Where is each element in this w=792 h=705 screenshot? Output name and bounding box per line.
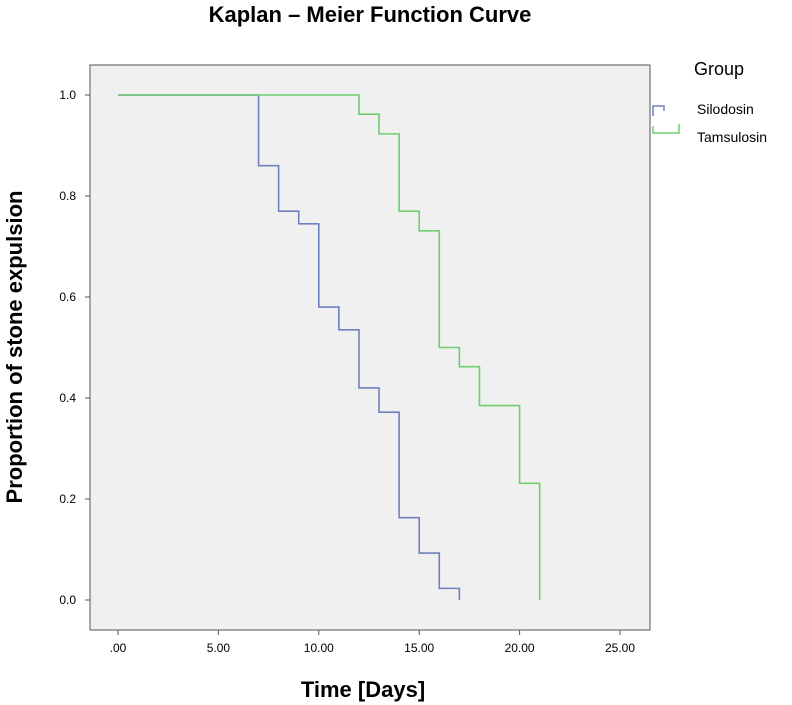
x-axis-title: Time [Days] (301, 677, 425, 702)
series-layer (118, 94, 541, 600)
y-tick-label: 0.4 (59, 391, 76, 405)
legend-swatch-tamsulosin (652, 124, 680, 134)
y-axis: 0.0 0.2 0.4 0.6 0.8 1.0 (59, 88, 90, 607)
series-line-silodosin (118, 94, 461, 600)
legend-title: Group (694, 59, 744, 79)
y-tick-label: 1.0 (59, 88, 76, 102)
legend: Group Silodosin Tamsulosin (652, 59, 767, 145)
series-line-tamsulosin (118, 94, 541, 600)
legend-swatch-silodosin (652, 105, 665, 116)
y-tick-label: 0.8 (59, 189, 76, 203)
legend-item-tamsulosin: Tamsulosin (652, 124, 767, 145)
y-axis-title: Proportion of stone expulsion (2, 191, 27, 504)
legend-item-silodosin: Silodosin (652, 101, 754, 117)
x-tick-label: 20.00 (505, 641, 535, 655)
x-tick-label: 15.00 (404, 641, 434, 655)
y-tick-label: 0.6 (59, 290, 76, 304)
chart-title: Kaplan – Meier Function Curve (209, 2, 532, 27)
x-tick-label: 25.00 (605, 641, 635, 655)
legend-label-silodosin: Silodosin (697, 101, 754, 117)
plot-area (89, 64, 651, 631)
y-tick-label: 0.0 (59, 593, 76, 607)
x-tick-label: .00 (110, 641, 127, 655)
legend-label-tamsulosin: Tamsulosin (697, 129, 767, 145)
x-axis: .00 5.00 10.00 15.00 20.00 25.00 (110, 630, 635, 655)
x-tick-label: 10.00 (304, 641, 334, 655)
x-tick-label: 5.00 (207, 641, 231, 655)
y-tick-label: 0.2 (59, 492, 76, 506)
